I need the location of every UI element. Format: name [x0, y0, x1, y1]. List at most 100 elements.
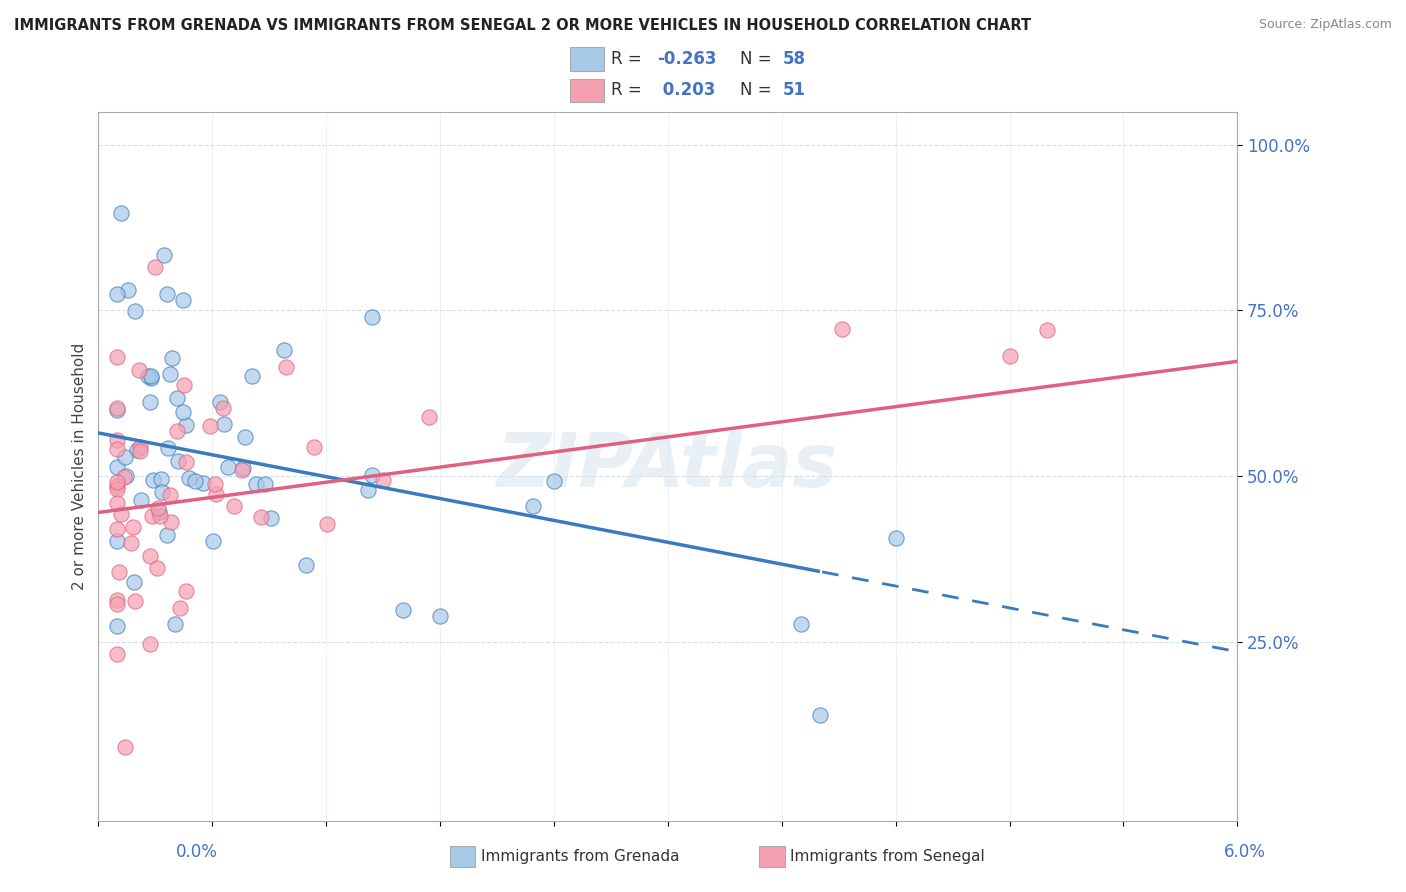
Point: [176, 583, 198, 598]
Point: [141, 508, 163, 523]
Point: [790, 617, 813, 632]
Point: [316, 517, 339, 532]
Point: [107, 433, 129, 447]
Point: [114, 450, 136, 464]
Point: [429, 608, 451, 623]
Point: [114, 469, 136, 483]
FancyBboxPatch shape: [569, 47, 603, 70]
Point: [107, 483, 129, 497]
Point: [254, 477, 277, 491]
Point: [110, 507, 132, 521]
Point: [159, 367, 181, 381]
Point: [122, 575, 145, 590]
Point: [139, 368, 162, 383]
Point: [884, 531, 907, 545]
Point: [165, 617, 187, 632]
Point: [1036, 324, 1059, 338]
Point: [357, 483, 380, 498]
Point: [166, 454, 188, 468]
Point: [136, 368, 159, 383]
Text: Immigrants from Senegal: Immigrants from Senegal: [790, 849, 986, 863]
Point: [127, 443, 149, 458]
Point: [114, 740, 136, 755]
Point: [117, 283, 139, 297]
Point: [214, 417, 236, 431]
Point: [418, 409, 440, 424]
Point: [172, 405, 194, 419]
Point: [169, 601, 191, 615]
Point: [107, 533, 129, 548]
Point: [177, 471, 200, 485]
Point: [998, 349, 1021, 363]
Point: [831, 322, 853, 336]
Point: [150, 485, 173, 500]
Text: R =: R =: [612, 50, 647, 68]
Point: [107, 647, 129, 661]
Point: [157, 441, 180, 455]
Point: [212, 401, 235, 415]
Point: [160, 515, 183, 529]
Point: [107, 478, 129, 492]
Point: [204, 477, 226, 491]
Point: [240, 369, 263, 384]
Text: 0.203: 0.203: [657, 81, 716, 99]
Point: [139, 637, 162, 651]
Point: [107, 402, 129, 417]
Text: Source: ZipAtlas.com: Source: ZipAtlas.com: [1258, 18, 1392, 31]
Point: [148, 504, 170, 518]
Point: [198, 418, 221, 433]
Point: [294, 558, 316, 572]
Point: [149, 508, 172, 523]
Text: 0.0%: 0.0%: [176, 843, 218, 861]
Point: [142, 473, 165, 487]
Point: [808, 707, 831, 722]
Point: [131, 492, 153, 507]
Y-axis label: 2 or more Vehicles in Household: 2 or more Vehicles in Household: [72, 343, 87, 590]
Point: [274, 360, 297, 375]
Text: N =: N =: [740, 81, 776, 99]
Point: [107, 593, 129, 607]
Point: [107, 286, 129, 301]
Text: 51: 51: [782, 81, 806, 99]
Point: [184, 475, 207, 489]
Point: [162, 351, 184, 366]
Point: [107, 619, 129, 633]
Point: [273, 343, 295, 357]
Point: [139, 394, 162, 409]
Point: [128, 363, 150, 377]
Point: [522, 500, 544, 514]
Point: [172, 293, 194, 307]
Text: Immigrants from Grenada: Immigrants from Grenada: [481, 849, 679, 863]
Point: [360, 467, 382, 482]
Point: [166, 424, 188, 438]
Point: [222, 499, 245, 513]
Point: [260, 511, 283, 525]
Point: [129, 440, 152, 454]
Point: [107, 460, 129, 475]
FancyBboxPatch shape: [569, 78, 603, 103]
Point: [110, 205, 132, 219]
Point: [191, 475, 214, 490]
Text: ZIPAtlas: ZIPAtlas: [498, 430, 838, 502]
Point: [231, 462, 253, 476]
Point: [112, 469, 135, 483]
Point: [124, 304, 146, 318]
Point: [201, 533, 224, 548]
Point: [107, 496, 129, 510]
Point: [128, 444, 150, 458]
Point: [156, 527, 179, 541]
Point: [250, 510, 273, 524]
Point: [146, 501, 169, 516]
Point: [217, 460, 239, 475]
Point: [392, 603, 415, 617]
Point: [176, 417, 198, 432]
Text: R =: R =: [612, 81, 647, 99]
Point: [107, 350, 129, 364]
Point: [143, 260, 166, 274]
Point: [120, 536, 142, 550]
Point: [149, 472, 172, 486]
Point: [122, 520, 145, 534]
Point: [361, 310, 384, 324]
Point: [107, 522, 129, 536]
Point: [209, 394, 232, 409]
